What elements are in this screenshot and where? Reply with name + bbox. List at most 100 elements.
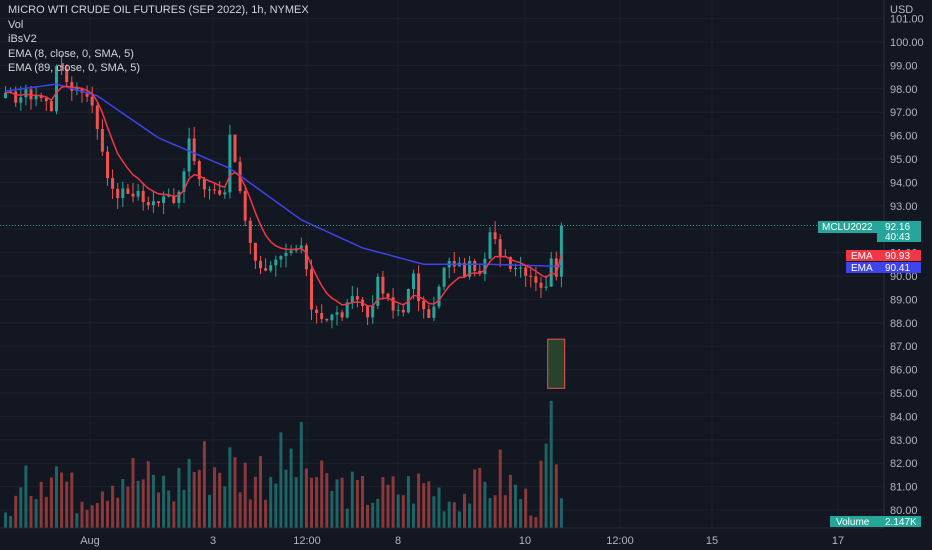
price-tag-bg [877,221,921,242]
currency-label: USD [890,4,913,16]
candle-body [473,260,477,271]
candle-body [350,296,354,303]
candle [213,183,217,195]
volume-bar [269,476,273,528]
volume-bar [131,458,135,528]
price-tick-label: 94.00 [890,177,918,189]
candle-body [248,220,252,243]
legend-vol[interactable]: Vol [8,18,24,31]
volume-bar [95,503,99,528]
volume-bar [498,449,502,528]
volume-bar [320,460,324,528]
candle [427,304,431,319]
volume-tag: Volume 2.147K [830,516,921,528]
volume-bar [248,499,252,528]
ema-fast-tag-label-bg [846,250,880,261]
candle-body [468,260,472,277]
volume-bar [65,481,69,528]
candle-body [549,258,553,287]
candle-body [432,306,436,318]
volume-bars [4,400,563,528]
candle-body [514,268,517,270]
candle [549,251,553,287]
volume-bar [177,467,181,528]
volume-bar [14,495,18,528]
volume-bar [473,469,477,528]
candle-body [218,190,222,195]
candle-body [60,66,64,69]
time-tick-label: 3 [210,535,216,547]
volume-bar [289,448,293,528]
price-tick-label: 80.00 [890,505,918,517]
candle [539,276,543,298]
candle-body [508,256,512,269]
candle-body [264,268,268,271]
volume-bar [330,491,334,528]
candle-body [519,267,523,269]
volume-bar [253,476,257,528]
candle [218,181,222,196]
ema-fast-tag-label: EMA [851,251,873,262]
candle [167,188,171,198]
volume-bar [126,486,130,528]
candle-body [182,171,186,192]
candle-body [187,138,191,172]
volume-bar [55,466,58,528]
volume-bar [100,491,104,528]
volume-bar [182,489,186,528]
volume-bar [468,503,472,528]
candle [259,256,262,275]
chart-title[interactable]: MICRO WTI CRUDE OIL FUTURES (SEP 2022), … [8,4,309,16]
candle [335,306,339,326]
candle-body [340,312,344,318]
volume-tag-value-bg [877,516,921,527]
candle-body [289,250,293,253]
candle-body [524,267,528,276]
volume-bar [39,481,43,528]
candle [85,85,89,102]
volume-bar [554,464,558,528]
ibs-box-rect [547,338,566,389]
candle-body [493,232,497,240]
candle-body [315,309,319,314]
time-tick-label: Aug [80,535,100,547]
volume-bar [172,501,176,528]
candle [315,305,319,324]
legend-ema-slow[interactable]: EMA (89, close, 0, SMA, 5) [8,62,141,74]
price-axis-bg[interactable] [884,0,932,550]
candle [90,86,94,113]
volume-bar [396,494,400,528]
candle-body [253,242,257,261]
volume-bar [44,496,48,528]
candle-body [90,96,94,106]
legend-ibs[interactable]: iBsV2 [8,33,37,45]
time-axis-bg[interactable] [0,528,884,550]
volume-bar [157,492,160,528]
price-tick-label: 82.00 [890,458,918,470]
candle-body [213,189,217,191]
time-axis-ticks: Aug 3 12:00 8 10 12:00 15 17 [80,535,844,547]
price-tick-label: 98.00 [890,84,918,96]
candle [468,255,472,280]
legend-ema-fast[interactable]: EMA (8, close, 0, SMA, 5) [8,47,134,60]
candle-body [197,161,201,180]
candle-body [391,297,395,311]
candle [396,304,400,317]
volume-bar [228,447,232,528]
candle-body [529,275,533,277]
symbol-tag-bg [818,221,880,233]
volume-bar [9,516,13,528]
time-tick-label: 10 [519,535,531,547]
candle [39,92,43,102]
volume-bar [381,477,385,528]
candle [304,243,308,277]
candle-body [14,91,18,103]
volume-bar [34,499,38,528]
candle [289,244,293,256]
candle-body [442,267,446,287]
volume-bar [376,498,380,528]
candle [366,304,370,326]
price-tick-label: 84.00 [890,411,918,423]
volume-bar [284,469,288,528]
